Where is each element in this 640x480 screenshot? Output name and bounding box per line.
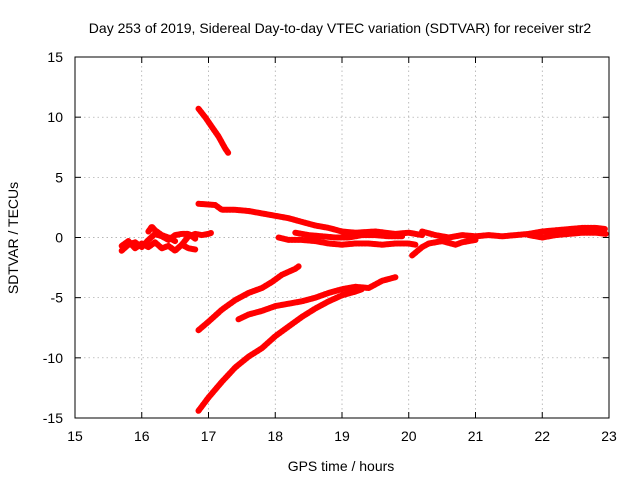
series-track-k-core xyxy=(527,231,607,239)
y-axis-label: SDTVAR / TECUs xyxy=(5,182,21,294)
x-tick-label: 16 xyxy=(134,428,150,444)
x-tick-label: 19 xyxy=(334,428,350,444)
series-track-l xyxy=(195,263,302,334)
axis-ticks: 15 16 17 18 19 20 21 22 23 -15 -10 -5 0 5 10 15 xyxy=(43,49,617,444)
series-track-e-core xyxy=(197,107,230,155)
y-tick-label: 0 xyxy=(55,230,63,246)
series-track-h-core xyxy=(294,231,404,239)
series-track-g-core xyxy=(277,236,417,246)
y-tick-label: -10 xyxy=(43,350,63,366)
data-series xyxy=(118,105,609,414)
y-tick-label: 10 xyxy=(47,109,63,125)
series-track-m-core xyxy=(197,287,364,413)
x-tick-label: 15 xyxy=(67,428,83,444)
x-axis-label: GPS time / hours xyxy=(288,458,395,474)
series-track-n-core xyxy=(237,275,397,321)
series-track-l-core xyxy=(197,265,300,332)
x-tick-label: 18 xyxy=(267,428,283,444)
x-tick-label: 23 xyxy=(601,428,617,444)
y-tick-label: 5 xyxy=(55,169,63,185)
chart-title: Day 253 of 2019, Sidereal Day-to-day VTE… xyxy=(89,20,592,36)
series-track-f-core xyxy=(197,202,424,237)
x-tick-label: 22 xyxy=(534,428,550,444)
series-track-j-core xyxy=(420,226,607,239)
x-tick-label: 21 xyxy=(468,428,484,444)
y-tick-label: 15 xyxy=(47,49,63,65)
y-tick-label: -15 xyxy=(43,410,63,426)
y-tick-label: -5 xyxy=(51,290,64,306)
series-track-d-core xyxy=(180,231,214,246)
x-tick-label: 20 xyxy=(401,428,417,444)
series-track-f xyxy=(195,200,426,239)
x-tick-label: 17 xyxy=(201,428,217,444)
series-track-c-core xyxy=(147,225,177,243)
series-track-i-core xyxy=(410,238,477,257)
